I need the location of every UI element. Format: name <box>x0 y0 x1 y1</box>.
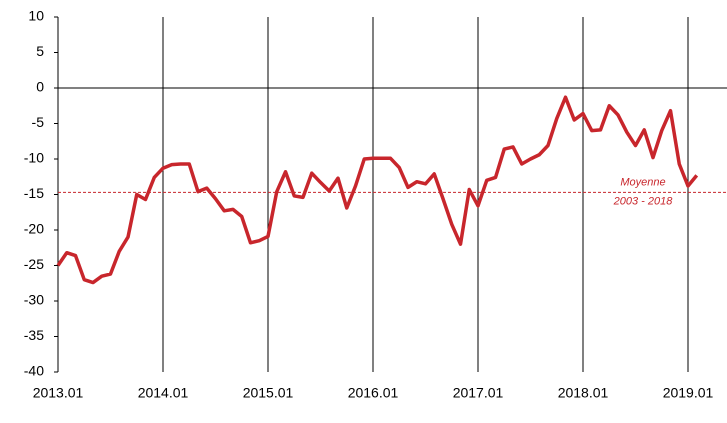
x-tick-label: 2019.01 <box>663 385 714 401</box>
y-tick-label: 5 <box>36 43 44 59</box>
y-tick-label: -5 <box>32 114 45 130</box>
x-tick-label: 2018.01 <box>558 385 609 401</box>
x-tick-label: 2014.01 <box>138 385 189 401</box>
y-tick-label: -15 <box>24 185 44 201</box>
annotation: 2003 - 2018 <box>613 195 674 207</box>
x-tick-label: 2013.01 <box>33 385 84 401</box>
y-tick-label: -25 <box>24 256 44 272</box>
x-tick-label: 2015.01 <box>243 385 294 401</box>
y-tick-label: -35 <box>24 327 44 343</box>
x-tick-label: 2017.01 <box>453 385 504 401</box>
x-tick-label: 2016.01 <box>348 385 399 401</box>
y-tick-label: -10 <box>24 150 44 166</box>
y-tick-label: 0 <box>36 79 44 95</box>
annotation: Moyenne <box>620 176 665 188</box>
y-tick-label: -40 <box>24 363 44 379</box>
y-tick-label: -30 <box>24 292 44 308</box>
y-tick-label: -20 <box>24 221 44 237</box>
data-line <box>56 95 699 285</box>
y-tick-label: 10 <box>28 8 44 24</box>
